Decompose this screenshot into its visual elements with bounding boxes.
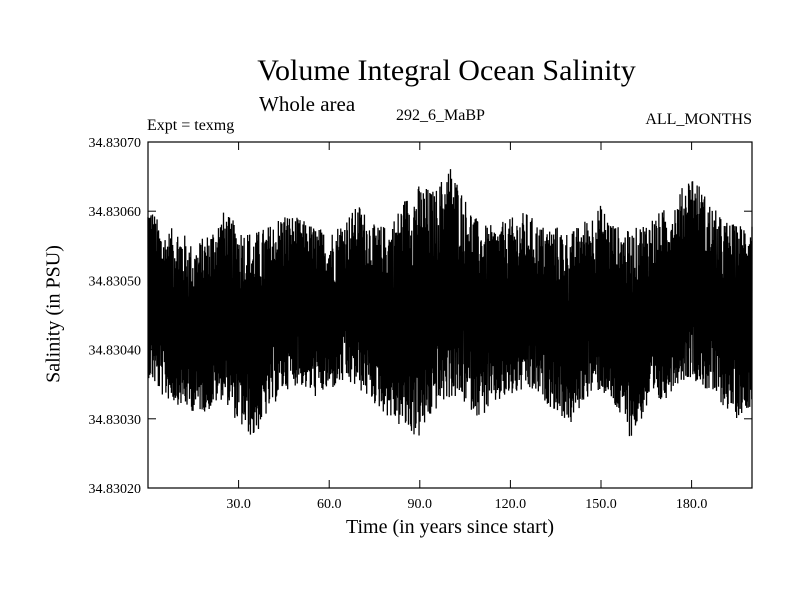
chart-subtitle: Whole area xyxy=(259,92,356,116)
plot-frame xyxy=(147,141,753,489)
x-tick-label: 60.0 xyxy=(317,497,342,512)
period-label: ALL_MONTHS xyxy=(645,111,752,128)
x-axis-label: Time (in years since start) xyxy=(345,516,555,538)
x-tick-label: 180.0 xyxy=(676,497,708,512)
experiment-label: Expt = texmg xyxy=(147,117,235,134)
chart-title: Volume Integral Ocean Salinity xyxy=(257,54,636,87)
y-tick-label: 34.83030 xyxy=(89,413,142,428)
y-tick-label: 34.83040 xyxy=(89,344,142,359)
x-tick-label: 30.0 xyxy=(226,497,251,512)
y-tick-label: 34.83020 xyxy=(89,482,142,497)
x-tick-label: 150.0 xyxy=(585,497,617,512)
x-tick-label: 120.0 xyxy=(495,497,527,512)
y-tick-label: 34.83070 xyxy=(89,136,142,151)
y-tick-label: 34.83050 xyxy=(89,274,142,289)
salinity-series-line xyxy=(147,169,753,437)
y-tick-label: 34.83060 xyxy=(89,205,142,220)
x-tick-label: 90.0 xyxy=(408,497,433,512)
experiment-code: 292_6_MaBP xyxy=(396,107,485,124)
